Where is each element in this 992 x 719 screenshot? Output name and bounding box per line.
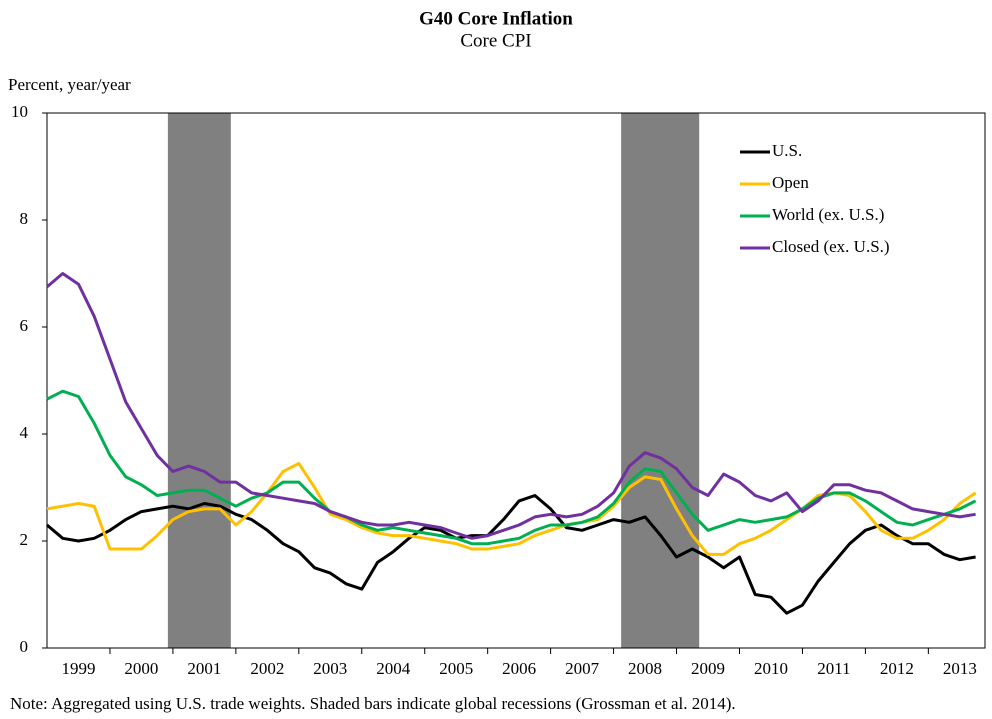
- x-tick-label: 2008: [628, 659, 662, 678]
- series-line: [46, 494, 976, 615]
- note: Note: Aggregated using U.S. trade weight…: [10, 694, 736, 713]
- y-tick-label: 10: [11, 102, 28, 121]
- series-line: [46, 272, 976, 540]
- legend-label: Open: [772, 173, 809, 192]
- x-tick-label: 2010: [754, 659, 788, 678]
- x-tick-label: 2011: [817, 659, 850, 678]
- chart-title: G40 Core Inflation: [419, 8, 573, 29]
- x-tick-label: 2006: [502, 659, 536, 678]
- plot-frame: [46, 112, 986, 649]
- x-tick-label: 2001: [187, 659, 221, 678]
- recession-bar: [167, 113, 231, 648]
- x-tick-label: 2003: [313, 659, 347, 678]
- legend-label: World (ex. U.S.): [772, 205, 884, 224]
- y-tick-label: 8: [20, 209, 29, 228]
- y-tick-label: 4: [20, 423, 29, 442]
- x-tick-label: 1999: [61, 659, 95, 678]
- recession-bar: [621, 113, 700, 648]
- x-tick-label: 2013: [943, 659, 977, 678]
- legend-label: Closed (ex. U.S.): [772, 237, 890, 256]
- y-tick-label: 2: [20, 530, 29, 549]
- y-tick-label: 0: [20, 637, 29, 656]
- y-tick-label: 6: [20, 316, 29, 335]
- x-tick-label: 2012: [880, 659, 914, 678]
- x-tick-label: 2009: [691, 659, 725, 678]
- y-axis-label: Percent, year/year: [8, 75, 131, 94]
- x-tick-label: 2004: [376, 659, 411, 678]
- legend-label: U.S.: [772, 141, 802, 160]
- x-tick-label: 2000: [124, 659, 158, 678]
- chart-subtitle: Core CPI: [460, 30, 531, 51]
- x-tick-label: 2002: [250, 659, 284, 678]
- x-tick-label: 2005: [439, 659, 473, 678]
- x-tick-label: 2007: [565, 659, 600, 678]
- series-line: [46, 461, 977, 556]
